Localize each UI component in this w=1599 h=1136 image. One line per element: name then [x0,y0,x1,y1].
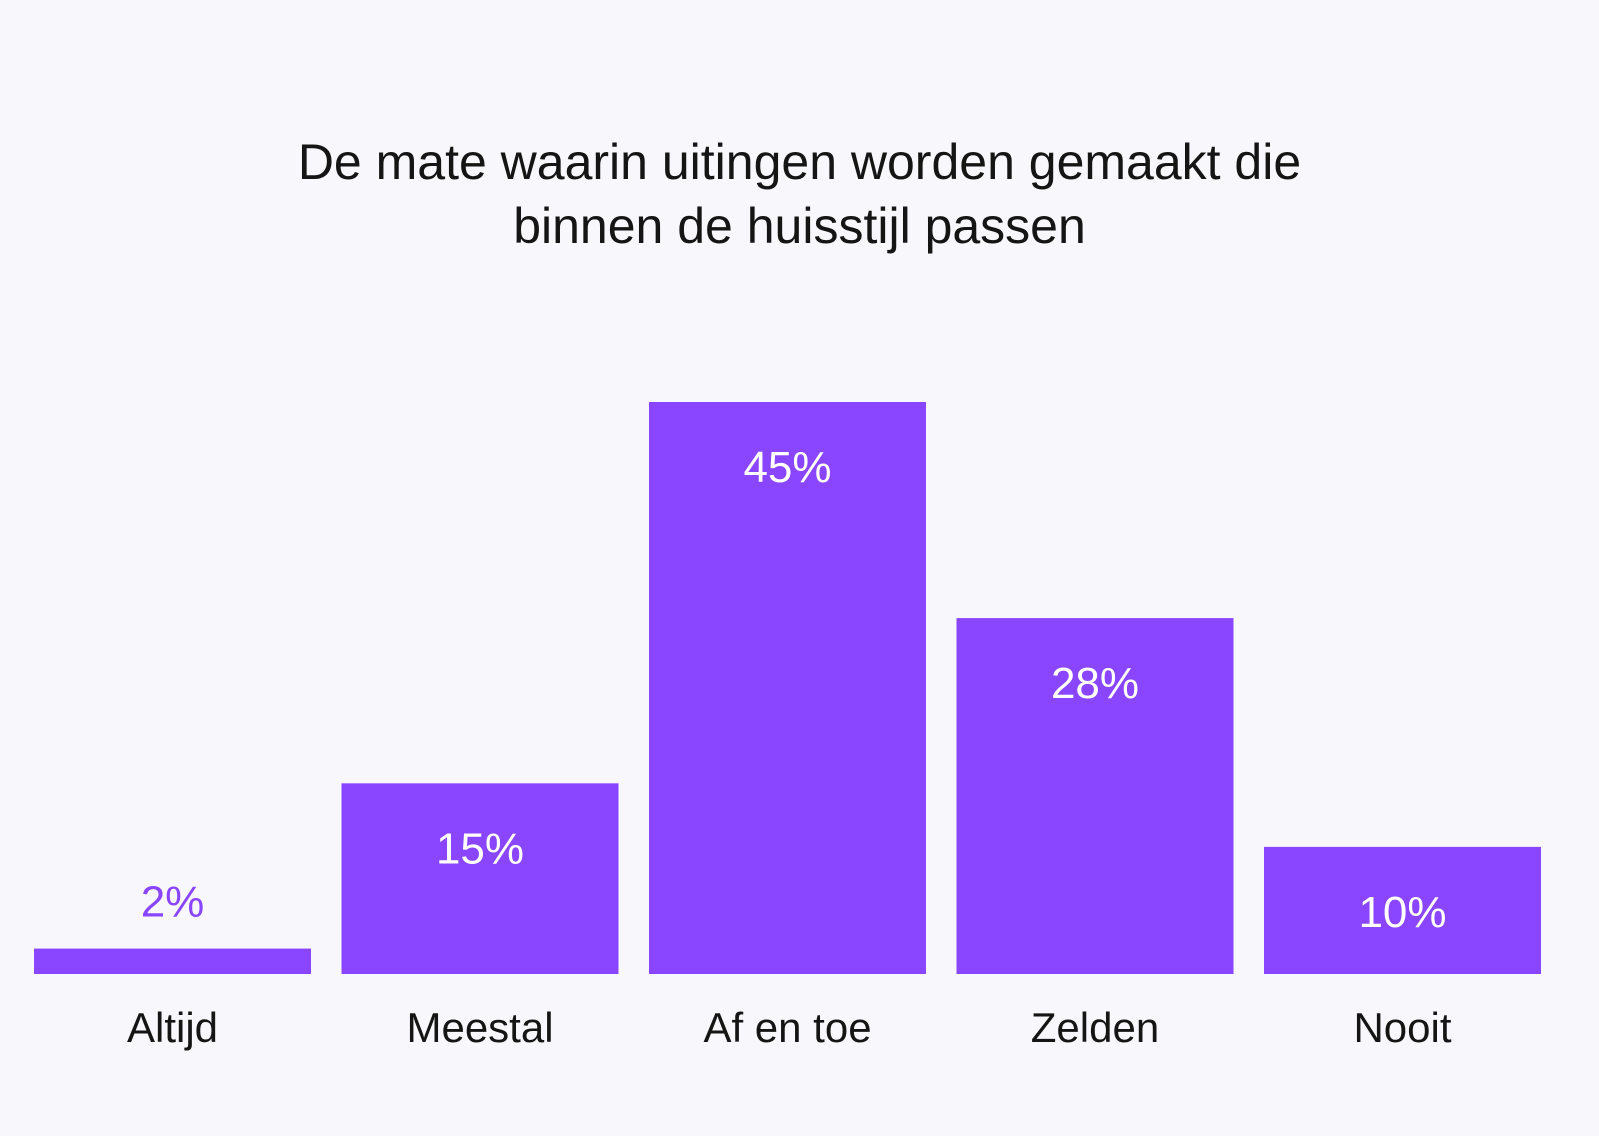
chart-title: De mate waarin uitingen worden gemaakt d… [0,130,1599,258]
category-label-nooit: Nooit [1353,1004,1451,1051]
bar-meestal [341,783,619,974]
value-label-altijd: 2% [141,878,205,927]
chart-title-line-1: De mate waarin uitingen worden gemaakt d… [297,134,1302,190]
bar-altijd [34,948,311,974]
value-label-af-en-toe: 45% [743,443,831,492]
bar-nooit [1264,846,1541,974]
value-label-nooit: 10% [1358,888,1446,937]
category-label-zelden: Zelden [1031,1004,1159,1051]
category-label-af-en-toe: Af en toe [703,1004,871,1051]
chart-title-line-2: binnen de huisstijl passen [513,198,1086,254]
value-label-meestal: 15% [436,824,524,873]
bar-zelden [956,618,1234,974]
category-label-altijd: Altijd [127,1004,218,1051]
category-label-meestal: Meestal [406,1004,553,1051]
value-label-zelden: 28% [1051,659,1139,708]
bar-af-en-toe [649,402,926,974]
